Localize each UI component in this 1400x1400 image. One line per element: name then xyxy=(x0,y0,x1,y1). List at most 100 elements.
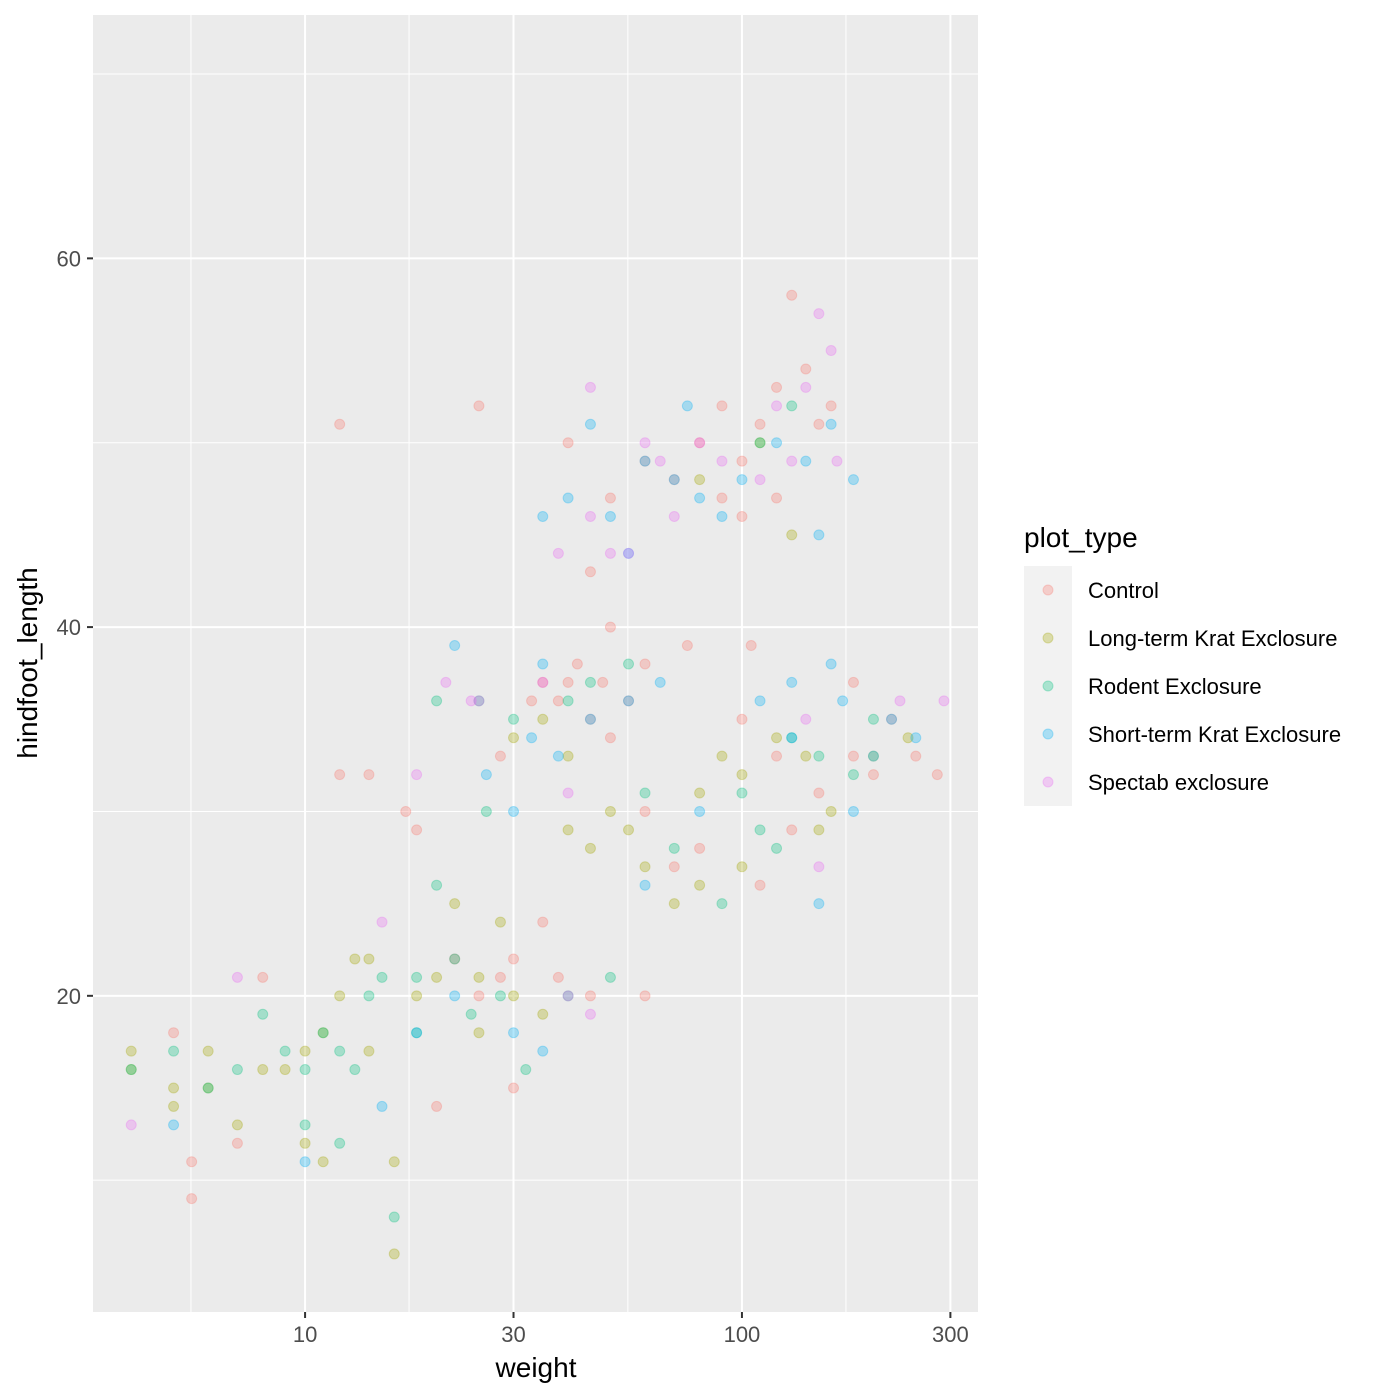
point-long-term-krat-exclosure xyxy=(639,861,651,873)
point-control xyxy=(639,805,651,817)
point-long-term-krat-exclosure xyxy=(125,1064,137,1076)
point-spectab-exclosure xyxy=(537,676,549,688)
point-control xyxy=(473,400,485,412)
point-short-term-krat-exclosure xyxy=(168,1119,180,1131)
point-control xyxy=(716,492,728,504)
point-spectab-exclosure xyxy=(440,676,452,688)
point-control xyxy=(800,363,812,375)
point-long-term-krat-exclosure xyxy=(388,1156,400,1168)
point-short-term-krat-exclosure xyxy=(639,879,651,891)
point-long-term-krat-exclosure xyxy=(317,1156,329,1168)
point-rodent-exclosure xyxy=(508,713,520,725)
point-control xyxy=(552,695,564,707)
point-long-term-krat-exclosure xyxy=(363,953,375,965)
point-control xyxy=(668,861,680,873)
point-short-term-krat-exclosure xyxy=(376,1100,388,1112)
point-control xyxy=(604,732,616,744)
point-long-term-krat-exclosure xyxy=(279,1064,291,1076)
point-rodent-exclosure xyxy=(317,1027,329,1039)
point-control xyxy=(639,455,651,467)
point-long-term-krat-exclosure xyxy=(257,1064,269,1076)
point-control xyxy=(562,676,574,688)
point-spectab-exclosure xyxy=(771,400,783,412)
point-control xyxy=(537,916,549,928)
point-spectab-exclosure xyxy=(584,1008,596,1020)
point-short-term-krat-exclosure xyxy=(825,418,837,430)
point-short-term-krat-exclosure xyxy=(584,713,596,725)
point-control xyxy=(736,510,748,522)
point-rodent-exclosure xyxy=(349,1064,361,1076)
point-control xyxy=(604,492,616,504)
point-rodent-exclosure xyxy=(465,1008,477,1020)
point-long-term-krat-exclosure xyxy=(736,769,748,781)
point-short-term-krat-exclosure xyxy=(537,1045,549,1057)
point-short-term-krat-exclosure xyxy=(825,658,837,670)
point-rodent-exclosure xyxy=(480,805,492,817)
point-rodent-exclosure xyxy=(520,1064,532,1076)
point-rodent-exclosure xyxy=(231,1064,243,1076)
point-control xyxy=(786,289,798,301)
point-control xyxy=(639,990,651,1002)
legend-key xyxy=(1042,584,1054,596)
point-rodent-exclosure xyxy=(431,879,443,891)
point-spectab-exclosure xyxy=(473,695,485,707)
point-rodent-exclosure xyxy=(376,971,388,983)
point-long-term-krat-exclosure xyxy=(363,1045,375,1057)
point-long-term-krat-exclosure xyxy=(299,1137,311,1149)
point-long-term-krat-exclosure xyxy=(902,732,914,744)
point-control xyxy=(597,676,609,688)
point-short-term-krat-exclosure xyxy=(886,713,898,725)
point-long-term-krat-exclosure xyxy=(202,1045,214,1057)
point-spectab-exclosure xyxy=(562,787,574,799)
point-control xyxy=(623,695,635,707)
point-control xyxy=(552,971,564,983)
point-rodent-exclosure xyxy=(786,732,798,744)
point-short-term-krat-exclosure xyxy=(299,1156,311,1168)
legend-key xyxy=(1042,632,1054,644)
point-long-term-krat-exclosure xyxy=(668,898,680,910)
point-long-term-krat-exclosure xyxy=(473,1027,485,1039)
y-axis-title: hindfoot_length xyxy=(12,567,43,759)
point-spectab-exclosure xyxy=(584,510,596,522)
point-short-term-krat-exclosure xyxy=(552,750,564,762)
point-short-term-krat-exclosure xyxy=(480,769,492,781)
point-control xyxy=(494,750,506,762)
point-short-term-krat-exclosure xyxy=(623,547,635,559)
point-long-term-krat-exclosure xyxy=(694,787,706,799)
point-short-term-krat-exclosure xyxy=(654,676,666,688)
point-rodent-exclosure xyxy=(847,769,859,781)
x-tick-label: 100 xyxy=(724,1322,761,1347)
point-control xyxy=(431,1100,443,1112)
point-short-term-krat-exclosure xyxy=(786,676,798,688)
point-control xyxy=(508,1082,520,1094)
point-long-term-krat-exclosure xyxy=(508,990,520,1002)
point-control xyxy=(825,400,837,412)
point-rodent-exclosure xyxy=(562,990,574,1002)
point-control xyxy=(363,769,375,781)
point-short-term-krat-exclosure xyxy=(584,418,596,430)
points-layer xyxy=(125,289,950,1260)
legend-label: Short-term Krat Exclosure xyxy=(1088,722,1341,747)
point-long-term-krat-exclosure xyxy=(623,824,635,836)
point-control xyxy=(771,492,783,504)
point-control xyxy=(400,805,412,817)
point-short-term-krat-exclosure xyxy=(604,510,616,522)
point-rodent-exclosure xyxy=(584,676,596,688)
point-control xyxy=(411,824,423,836)
point-long-term-krat-exclosure xyxy=(449,898,461,910)
point-spectab-exclosure xyxy=(623,547,635,559)
point-long-term-krat-exclosure xyxy=(584,842,596,854)
point-spectab-exclosure xyxy=(938,695,950,707)
point-spectab-exclosure xyxy=(754,474,766,486)
point-short-term-krat-exclosure xyxy=(623,695,635,707)
point-long-term-krat-exclosure xyxy=(716,750,728,762)
point-control xyxy=(526,695,538,707)
point-short-term-krat-exclosure xyxy=(847,805,859,817)
point-long-term-krat-exclosure xyxy=(125,1045,137,1057)
legend-key xyxy=(1042,680,1054,692)
point-short-term-krat-exclosure xyxy=(813,898,825,910)
point-control xyxy=(694,437,706,449)
point-long-term-krat-exclosure xyxy=(494,916,506,928)
point-short-term-krat-exclosure xyxy=(910,732,922,744)
point-short-term-krat-exclosure xyxy=(786,732,798,744)
